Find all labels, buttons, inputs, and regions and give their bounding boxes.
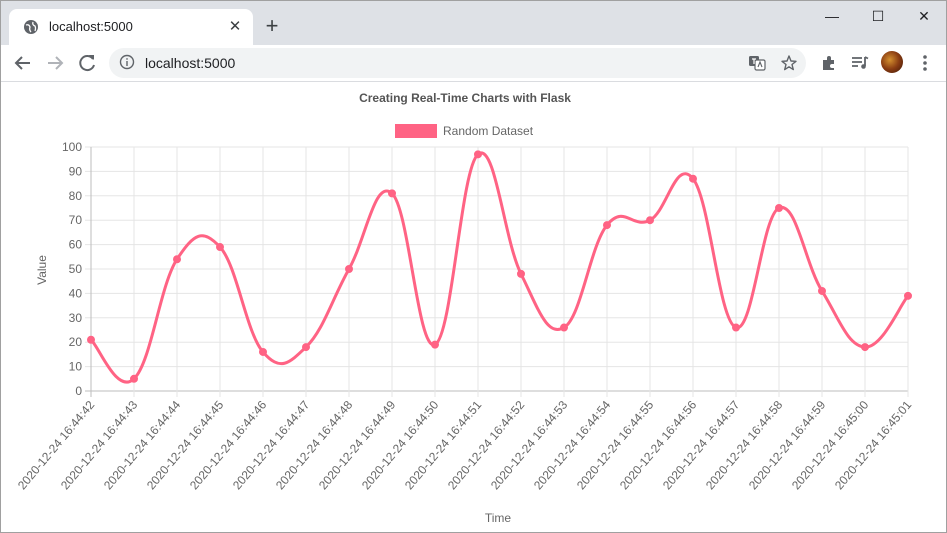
- legend-swatch: [395, 124, 437, 138]
- y-axis-ticks: 0 10 20 30 40 50 60 70 80 90 100: [62, 140, 82, 398]
- translate-icon[interactable]: [748, 54, 766, 72]
- data-point[interactable]: [517, 269, 525, 278]
- x-tick-label: 2020-12-24 16:44:43: [58, 398, 141, 493]
- y-axis-label: Value: [35, 255, 49, 285]
- y-tick-label: 40: [69, 286, 83, 300]
- maximize-button[interactable]: ☐: [871, 8, 885, 24]
- data-point[interactable]: [302, 343, 310, 352]
- address-bar[interactable]: localhost:5000: [109, 48, 806, 78]
- data-point[interactable]: [173, 255, 181, 264]
- legend[interactable]: Random Dataset: [395, 124, 534, 138]
- y-tick-label: 60: [69, 238, 83, 252]
- media-queue-icon[interactable]: [850, 53, 870, 73]
- x-tick-label: 2020-12-24 16:44:56: [617, 398, 700, 493]
- y-tick-label: 70: [69, 213, 83, 227]
- page-viewport: Creating Real-Time Charts with Flask Ran…: [1, 82, 946, 532]
- x-tick-label: 2020-12-24 16:44:46: [187, 398, 270, 493]
- y-tick-label: 90: [69, 164, 83, 178]
- y-tick-label: 80: [69, 189, 83, 203]
- x-tick-label: 2020-12-24 16:44:49: [316, 398, 399, 493]
- data-point[interactable]: [474, 150, 482, 159]
- x-tick-label: 2020-12-24 16:45:00: [789, 398, 872, 493]
- x-tick-label: 2020-12-24 16:44:50: [359, 398, 442, 493]
- browser-toolbar: localhost:5000: [1, 45, 946, 82]
- tab-strip: localhost:5000 ✕ + — ☐ ✕: [1, 1, 946, 45]
- url-text: localhost:5000: [145, 55, 236, 71]
- x-tick-label: 2020-12-24 16:44:51: [402, 398, 485, 493]
- x-tick-label: 2020-12-24 16:44:55: [574, 398, 657, 493]
- chart-title: Creating Real-Time Charts with Flask: [359, 91, 571, 105]
- legend-label: Random Dataset: [443, 124, 534, 138]
- data-point[interactable]: [775, 204, 783, 212]
- reload-icon[interactable]: [73, 49, 101, 77]
- data-point[interactable]: [130, 374, 138, 383]
- x-tick-label: 2020-12-24 16:44:42: [15, 398, 98, 493]
- minimize-button[interactable]: —: [825, 8, 839, 24]
- x-tick-label: 2020-12-24 16:44:52: [445, 398, 528, 493]
- data-point[interactable]: [861, 343, 869, 352]
- x-axis-label: Time: [485, 511, 512, 525]
- x-tick-label: 2020-12-24 16:44:48: [273, 398, 356, 493]
- data-point[interactable]: [388, 189, 396, 198]
- info-icon[interactable]: [119, 54, 135, 70]
- x-tick-label: 2020-12-24 16:44:58: [703, 398, 786, 493]
- data-point[interactable]: [259, 347, 267, 356]
- x-tick-label: 2020-12-24 16:44:44: [101, 398, 184, 493]
- line-chart: Creating Real-Time Charts with Flask Ran…: [15, 91, 915, 525]
- x-tick-label: 2020-12-24 16:44:45: [144, 398, 227, 493]
- data-point[interactable]: [560, 323, 568, 332]
- x-tick-label: 2020-12-24 16:44:53: [488, 398, 571, 493]
- data-point[interactable]: [603, 221, 611, 230]
- data-point[interactable]: [87, 335, 95, 344]
- y-tick-label: 0: [75, 384, 82, 398]
- data-point[interactable]: [689, 174, 697, 183]
- close-tab-icon[interactable]: ✕: [228, 18, 242, 35]
- data-point[interactable]: [431, 340, 439, 349]
- data-point[interactable]: [345, 265, 353, 273]
- globe-icon: [24, 20, 38, 34]
- tab-title: localhost:5000: [49, 19, 133, 34]
- x-tick-label: 2020-12-24 16:45:01: [832, 398, 915, 493]
- x-tick-label: 2020-12-24 16:44:47: [230, 398, 313, 493]
- data-point[interactable]: [904, 291, 912, 300]
- avatar[interactable]: [881, 51, 903, 73]
- close-window-button[interactable]: ✕: [918, 8, 930, 24]
- x-tick-label: 2020-12-24 16:44:54: [531, 398, 614, 493]
- forward-icon[interactable]: [41, 49, 69, 77]
- new-tab-button[interactable]: +: [265, 13, 279, 38]
- x-tick-label: 2020-12-24 16:44:59: [746, 398, 829, 493]
- y-tick-label: 20: [69, 335, 83, 349]
- y-tick-label: 100: [62, 140, 82, 154]
- data-point[interactable]: [216, 243, 224, 252]
- series-line: [89, 151, 910, 384]
- x-tick-label: 2020-12-24 16:44:57: [660, 398, 743, 493]
- y-tick-label: 10: [69, 360, 83, 374]
- menu-icon[interactable]: [917, 51, 933, 75]
- data-point[interactable]: [818, 286, 826, 295]
- y-tick-label: 30: [69, 311, 83, 325]
- y-tick-label: 50: [69, 262, 83, 276]
- back-icon[interactable]: [9, 49, 37, 77]
- star-icon[interactable]: [780, 54, 798, 72]
- data-point[interactable]: [732, 323, 740, 332]
- data-point[interactable]: [646, 216, 654, 225]
- data-points: [87, 150, 912, 383]
- extensions-icon[interactable]: [819, 53, 839, 73]
- tab-active[interactable]: localhost:5000 ✕: [9, 9, 253, 45]
